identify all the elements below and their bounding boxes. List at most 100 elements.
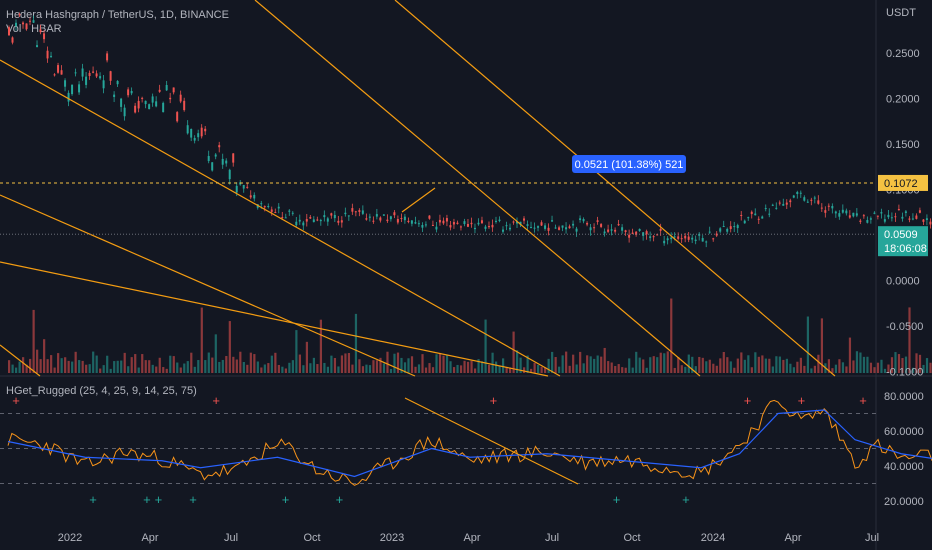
volume-bar: [281, 366, 284, 373]
candle-body: [183, 100, 186, 111]
volume-bar: [719, 358, 722, 373]
volume-bar: [330, 355, 333, 373]
volume-bar: [925, 358, 929, 373]
volume-bar: [407, 358, 410, 373]
candle-body: [901, 216, 904, 219]
volume-bar: [218, 361, 221, 373]
volume-bar: [792, 367, 795, 373]
candle-body: [670, 237, 673, 240]
volume-bar: [253, 354, 256, 373]
volume-bar: [715, 365, 718, 373]
candle-body: [922, 219, 925, 222]
candle-body: [827, 205, 830, 207]
osc-trend-line: [404, 397, 579, 485]
oscillator-pane: ++++++++++++++++: [0, 393, 932, 507]
volume-bar: [789, 363, 792, 373]
candle-body: [302, 222, 305, 226]
candle-body: [887, 214, 890, 218]
price-candles: [8, 12, 932, 248]
candle-body: [582, 219, 585, 222]
volume-bar: [544, 367, 547, 373]
volume-bar: [207, 352, 210, 373]
volume-bar: [116, 360, 119, 373]
volume-bar: [46, 359, 49, 373]
candle-body: [120, 98, 123, 107]
volume-bar: [228, 321, 231, 373]
volume-bar: [372, 360, 375, 373]
current-price-text: 0.0509: [884, 229, 918, 241]
volume-bar: [526, 355, 529, 373]
candle-body: [368, 216, 371, 218]
candle-body: [824, 210, 827, 213]
candle-body: [523, 218, 526, 221]
candle-body: [771, 204, 774, 206]
candle-body: [449, 225, 452, 228]
time-tick-label: Jul: [545, 532, 559, 544]
volume-bar: [284, 368, 287, 373]
volume-bar: [351, 364, 354, 373]
volume-bar: [855, 351, 859, 373]
volume-bar: [386, 351, 389, 373]
candle-body: [600, 224, 603, 227]
chart-subtitle[interactable]: Vol · HBAR: [6, 23, 62, 35]
candle-body: [747, 217, 750, 219]
candle-body: [558, 227, 561, 230]
volume-bar: [11, 364, 14, 373]
candle-body: [172, 87, 175, 93]
candle-body: [403, 216, 406, 221]
candle-body: [778, 202, 781, 204]
candle-body: [85, 76, 88, 85]
buy-marker: +: [143, 492, 151, 507]
channel-line: [0, 344, 41, 377]
osc-title[interactable]: HGet_Rugged (25, 4, 25, 9, 14, 25, 75): [6, 385, 197, 397]
candle-body: [333, 214, 336, 219]
volume-bar: [414, 366, 417, 373]
volume-bar: [309, 363, 312, 373]
candle-body: [102, 80, 105, 89]
volume-bar: [102, 365, 105, 373]
volume-bar: [200, 307, 203, 373]
volume-bar: [505, 367, 508, 373]
candle-body: [708, 231, 711, 233]
volume-bar: [740, 352, 743, 373]
candle-body: [169, 97, 172, 100]
candle-body: [340, 220, 343, 223]
candle-body: [445, 218, 448, 222]
candle-body: [568, 226, 571, 229]
candle-body: [754, 213, 757, 216]
time-tick-label: 2022: [58, 532, 82, 544]
volume-bar: [428, 363, 431, 373]
volume-bar: [631, 367, 634, 373]
candle-body: [396, 219, 399, 223]
candle-body: [242, 184, 245, 189]
volume-bar: [918, 354, 922, 373]
measure-label-bg: [572, 155, 686, 173]
candle-body: [698, 233, 701, 236]
volume-bar: [8, 360, 11, 373]
candle-body: [494, 220, 497, 222]
volume-bar: [880, 359, 883, 373]
buy-marker: +: [89, 492, 97, 507]
volume-bar: [393, 353, 396, 373]
volume-bar: [572, 354, 575, 373]
candle-body: [344, 212, 347, 215]
candle-body: [330, 213, 333, 216]
candle-body: [190, 128, 193, 138]
candle-body: [106, 53, 109, 61]
volume-bar: [904, 356, 908, 373]
candle-body: [22, 22, 25, 25]
volume-bar: [778, 356, 781, 373]
candle-body: [799, 192, 802, 194]
candle-body: [642, 232, 645, 236]
candle-body: [673, 236, 676, 238]
volume-bar: [109, 368, 112, 373]
candle-body: [162, 102, 165, 113]
candle-body: [915, 215, 918, 219]
volume-bar: [267, 363, 270, 373]
volume-bar: [607, 361, 610, 373]
chart-title[interactable]: Hedera Hashgraph / TetherUS, 1D, BINANCE: [6, 9, 229, 21]
sell-marker: +: [744, 393, 752, 408]
candle-body: [284, 217, 287, 219]
candle-body: [141, 97, 144, 99]
